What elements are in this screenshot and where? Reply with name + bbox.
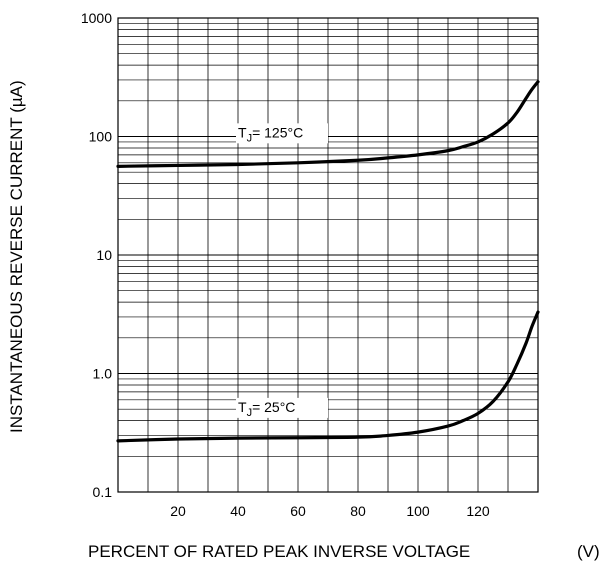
y-tick-label: 1.0 [93, 366, 113, 382]
series-line-0 [116, 80, 540, 168]
tick-labels: 20 40 60 80 100 120 0.1 1.0 10 100 1000 [81, 10, 490, 519]
y-tick-label: 100 [89, 129, 113, 145]
y-axis-title: INSTANTANEOUS REVERSE CURRENT (µA) [7, 80, 26, 433]
x-tick-label: 20 [170, 503, 186, 519]
y-tick-label: 1000 [81, 10, 112, 26]
x-tick-label: 80 [350, 503, 366, 519]
x-axis-unit: (V) [577, 542, 600, 561]
x-tick-label: 120 [466, 503, 490, 519]
x-tick-label: 40 [230, 503, 246, 519]
series-layer [116, 80, 540, 443]
x-tick-label: 100 [406, 503, 430, 519]
series-label-0: TJ= 125°C [238, 124, 303, 144]
y-tick-label: 0.1 [93, 484, 113, 500]
series-label-1: TJ= 25°C [238, 399, 295, 419]
series-label-bg [236, 397, 328, 418]
series-line-1 [116, 310, 540, 443]
y-tick-label: 10 [96, 247, 112, 263]
series-label-bg [236, 123, 328, 144]
grid [117, 17, 539, 493]
series-labels: TJ= 125°C TJ= 25°C [236, 123, 328, 419]
x-tick-label: 60 [290, 503, 306, 519]
x-axis-title: PERCENT OF RATED PEAK INVERSE VOLTAGE [88, 542, 470, 561]
